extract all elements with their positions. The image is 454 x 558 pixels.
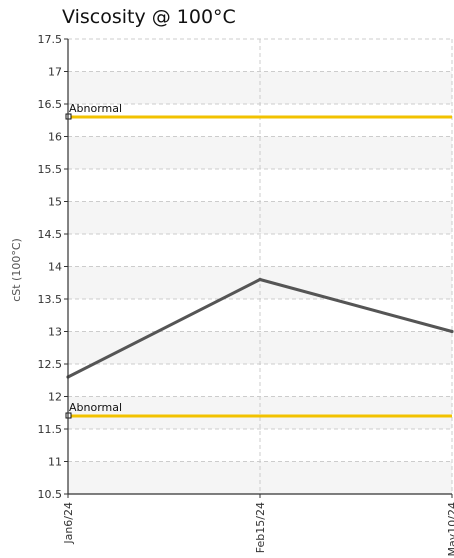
y-tick-label: 17.5 [38,33,63,46]
chart-title: Viscosity @ 100°C [62,6,236,28]
plot-background-bands [68,71,452,494]
data-point [450,329,454,334]
threshold-label: Abnormal [69,102,122,115]
y-tick-label: 13.5 [38,293,63,306]
y-tick-label: 15 [48,196,62,209]
data-point [258,277,262,282]
y-tick-label: 11.5 [38,423,63,436]
x-tick-label: Mav10/24 [446,502,454,556]
y-tick-label: 16.5 [38,98,63,111]
y-tick-label: 14 [48,261,62,274]
x-axis-ticks: Jan6/24 Feb15/24 Mav10/24 [62,494,454,556]
x-tick-label: Jan6/24 [62,502,75,545]
y-tick-label: 14.5 [38,228,63,241]
y-tick-label: 12 [48,391,62,404]
threshold-label: Abnormal [69,401,122,414]
y-tick-label: 17 [48,66,62,79]
y-tick-label: 13 [48,326,62,339]
y-tick-label: 12.5 [38,358,63,371]
y-tick-label: 10.5 [38,488,63,501]
y-tick-label: 15.5 [38,163,63,176]
threshold-lines: Abnormal Abnormal [65,102,452,419]
y-axis-title: cSt (100°C) [10,238,23,302]
y-tick-label: 16 [48,131,62,144]
y-axis-ticks: 10.5 11 11.5 12 12.5 13 13.5 14 14.5 15 15.5 16 16.5… [38,33,68,501]
y-tick-label: 11 [48,456,62,469]
x-tick-label: Feb15/24 [254,502,267,553]
